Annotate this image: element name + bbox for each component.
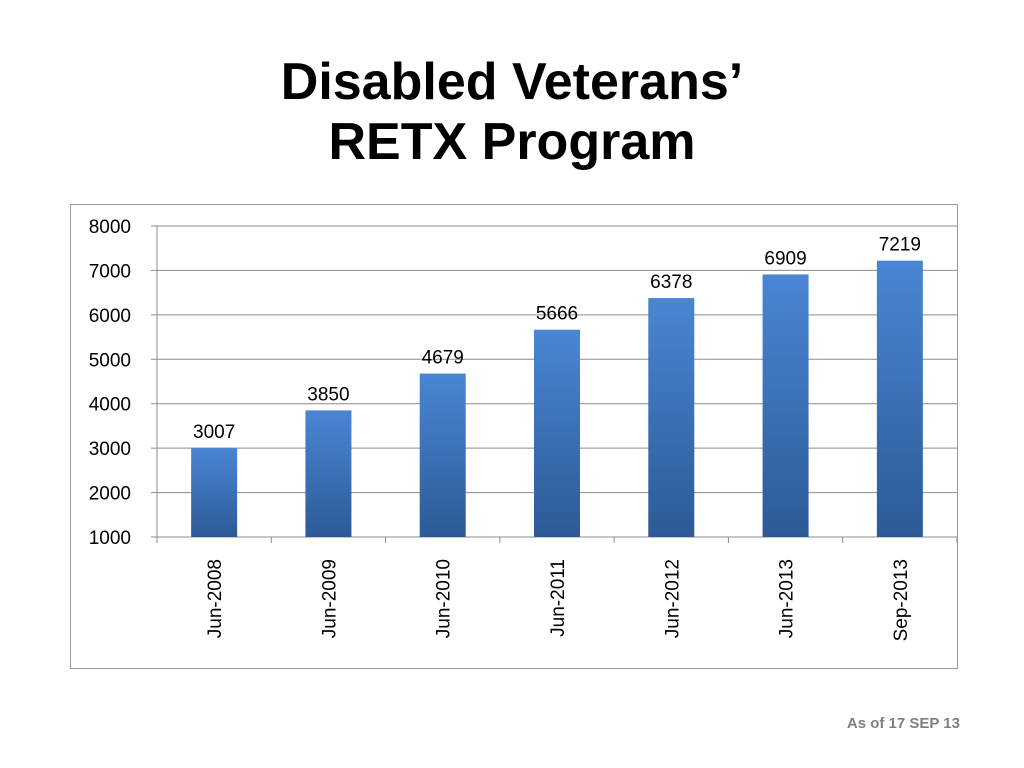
y-tick-label: 5000	[89, 350, 131, 371]
x-tick-label: Jun-2010	[434, 559, 455, 638]
x-tick-label: Jun-2009	[319, 559, 340, 638]
bar	[876, 260, 923, 537]
bar	[191, 447, 238, 537]
y-tick-label: 1000	[89, 528, 131, 549]
bar-data-label: 3007	[193, 422, 235, 443]
bar	[648, 298, 695, 537]
bar-chart: 1000 2000 3000 4000 5000 6000 7000 8000 3007 Jun-…	[89, 217, 957, 641]
slide-title: Disabled Veterans’ RETX Program	[0, 52, 1024, 172]
y-tick-label: 6000	[89, 306, 131, 327]
bar	[762, 274, 809, 537]
bar-data-label: 3850	[307, 384, 349, 405]
bar-data-label: 6378	[650, 272, 692, 293]
bar-data-label: 6909	[764, 248, 806, 269]
x-tick-label: Jun-2011	[548, 559, 569, 637]
y-tick-label: 3000	[89, 439, 131, 460]
y-tick-label: 8000	[89, 217, 131, 238]
bar	[534, 329, 580, 537]
x-tick-label: Jun-2008	[205, 559, 226, 638]
as-of-date-footnote: As of 17 SEP 13	[846, 715, 960, 732]
x-tick-label: Jun-2012	[662, 559, 683, 638]
slide-title-line-1: Disabled Veterans’	[280, 53, 744, 111]
x-tick-label: Sep-2013	[891, 559, 912, 641]
y-tick-label: 7000	[89, 261, 131, 282]
bar-data-label: 5666	[536, 304, 578, 325]
bar-data-label: 4679	[422, 348, 464, 369]
chart-frame: 1000 2000 3000 4000 5000 6000 7000 8000 3007 Jun-…	[70, 204, 958, 669]
slide-title-line-2: RETX Program	[328, 113, 696, 171]
x-tick-label: Jun-2013	[777, 559, 798, 638]
y-tick-label: 2000	[89, 484, 131, 505]
bar-data-label: 7219	[879, 235, 921, 256]
y-tick-label: 4000	[89, 395, 131, 416]
bar	[305, 410, 352, 537]
bar	[419, 373, 466, 537]
